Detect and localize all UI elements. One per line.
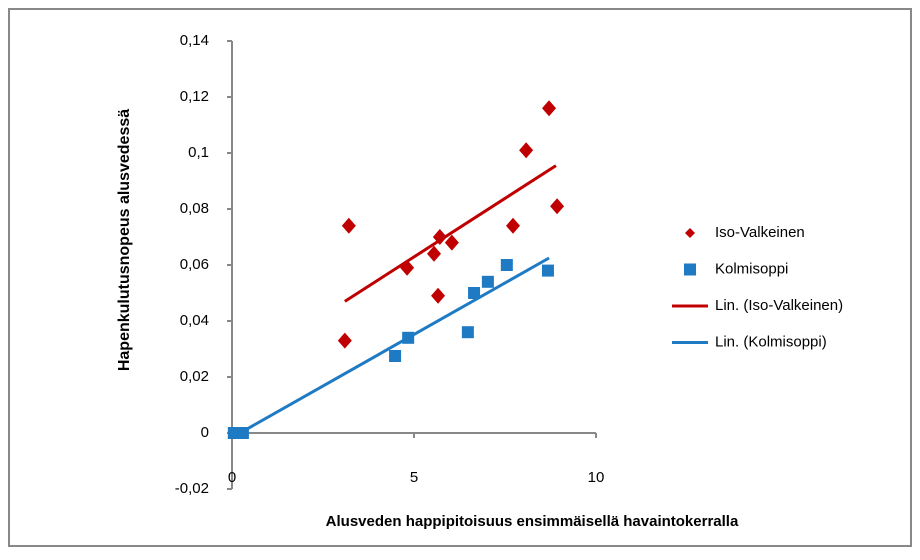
square-marker bbox=[500, 259, 513, 271]
y-tick-label: 0,12 bbox=[180, 88, 209, 105]
y-tick-label: 0,04 bbox=[180, 312, 209, 329]
y-axis-label: Hapenkulutusnopeus alusvedessä bbox=[116, 109, 133, 371]
y-tick-label: -0,02 bbox=[175, 480, 209, 497]
square-marker bbox=[389, 350, 402, 362]
square-marker bbox=[541, 264, 554, 277]
diamond-marker bbox=[431, 287, 446, 304]
diamond-marker bbox=[542, 100, 557, 117]
y-tick-label: 0,06 bbox=[180, 256, 209, 273]
diamond-marker bbox=[427, 245, 442, 262]
legend-label: Kolmisoppi bbox=[715, 260, 788, 277]
square-marker bbox=[461, 326, 474, 339]
y-tick-label: 0,14 bbox=[180, 32, 209, 49]
diamond-marker bbox=[506, 217, 521, 234]
legend-label: Lin. (Kolmisoppi) bbox=[715, 333, 827, 350]
y-tick-label: 0,08 bbox=[180, 200, 209, 217]
legend-label: Lin. (Iso-Valkeinen) bbox=[715, 297, 843, 314]
trend-line bbox=[239, 256, 550, 435]
trend-line bbox=[344, 164, 557, 303]
x-tick-label: 0 bbox=[228, 469, 236, 486]
x-axis-label: Alusveden happipitoisuus ensimmäisellä h… bbox=[326, 513, 739, 530]
x-tick-label: 10 bbox=[588, 469, 605, 486]
diamond-marker bbox=[444, 234, 459, 251]
square-marker bbox=[468, 287, 481, 299]
diamond-marker bbox=[519, 142, 534, 159]
legend-marker bbox=[684, 263, 696, 276]
legend-marker bbox=[685, 228, 695, 238]
diamond-marker bbox=[550, 198, 565, 215]
y-tick-label: 0 bbox=[201, 424, 209, 441]
diamond-marker bbox=[337, 332, 352, 349]
y-tick-label: 0,02 bbox=[180, 368, 209, 385]
chart-border bbox=[8, 8, 912, 547]
square-marker bbox=[481, 275, 494, 288]
legend-label: Iso-Valkeinen bbox=[715, 224, 805, 241]
y-tick-label: 0,1 bbox=[188, 144, 209, 161]
x-tick-label: 5 bbox=[410, 469, 418, 486]
diamond-marker bbox=[341, 217, 356, 234]
